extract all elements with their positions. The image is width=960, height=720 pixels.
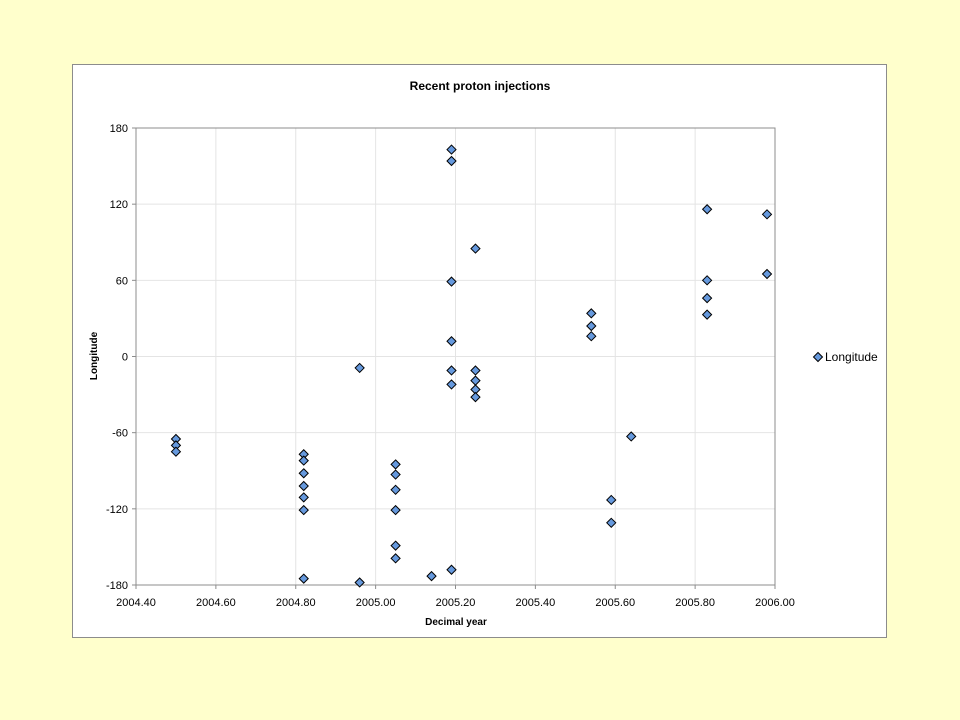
data-point (298, 504, 309, 516)
data-point (298, 468, 309, 479)
data-point (701, 309, 713, 320)
data-point (446, 564, 457, 575)
data-point (470, 391, 481, 403)
axis-ticks: 2004.40 2004.60 2004.80 2005.00 2005.20 2005.… (106, 123, 795, 609)
data-point (701, 275, 713, 286)
data-point (298, 492, 309, 503)
data-point (470, 365, 481, 376)
data-point (586, 330, 597, 342)
x-tick-label: 2005.60 (595, 597, 635, 609)
data-point (390, 540, 401, 551)
data-point (701, 204, 713, 215)
chart-title: Recent proton injections (410, 79, 551, 93)
data-point (626, 431, 637, 442)
x-tick-label: 2005.00 (356, 597, 396, 609)
y-tick-label: 60 (116, 275, 128, 287)
data-point (761, 209, 773, 220)
data-point (390, 469, 401, 480)
data-point (446, 155, 457, 167)
y-tick-label: -180 (106, 580, 128, 592)
y-tick-label: -60 (112, 428, 128, 440)
data-point (446, 365, 457, 376)
x-tick-label: 2005.80 (675, 597, 715, 609)
data-point (446, 379, 457, 390)
data-point (426, 570, 437, 582)
data-point (446, 336, 457, 347)
data-points (170, 144, 773, 588)
legend-label: Longitude (825, 350, 878, 364)
legend: Longitude (812, 350, 878, 364)
data-point (354, 577, 365, 588)
x-tick-label: 2004.60 (196, 597, 236, 609)
data-point (446, 144, 457, 155)
data-point (446, 276, 457, 287)
data-point (390, 484, 401, 495)
data-point (701, 292, 713, 304)
data-point (390, 504, 401, 516)
data-point (298, 480, 309, 492)
data-point (390, 459, 401, 470)
data-point (470, 375, 481, 386)
x-axis-title: Decimal year (425, 617, 487, 628)
data-point (298, 573, 309, 584)
x-tick-label: 2006.00 (755, 597, 795, 609)
data-point (586, 308, 597, 319)
x-tick-label: 2005.40 (515, 597, 555, 609)
data-point (586, 320, 597, 332)
x-tick-label: 2004.40 (116, 597, 156, 609)
y-tick-label: 120 (110, 199, 128, 211)
y-tick-label: 180 (110, 123, 128, 135)
y-tick-label: -120 (106, 504, 128, 516)
data-point (470, 243, 481, 254)
y-tick-label: 0 (122, 352, 128, 364)
data-point (354, 362, 365, 374)
y-axis-title: Longitude (89, 331, 100, 380)
data-point (298, 455, 309, 466)
chart-frame: Recent proton injections 2004.40 2004.60 2… (72, 64, 887, 638)
x-tick-label: 2005.20 (436, 597, 476, 609)
data-point (606, 494, 617, 506)
scatter-chart: Recent proton injections 2004.40 2004.60 2… (89, 79, 878, 628)
data-point (761, 268, 773, 280)
data-point (390, 553, 401, 564)
data-point (606, 517, 617, 529)
grid-lines (135, 127, 776, 586)
data-point (170, 446, 182, 457)
legend-marker-diamond-icon (812, 351, 824, 363)
x-tick-label: 2004.80 (276, 597, 316, 609)
